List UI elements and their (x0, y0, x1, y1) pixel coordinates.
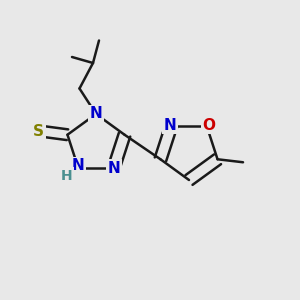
Text: N: N (164, 118, 176, 133)
Text: O: O (202, 118, 215, 133)
Text: H: H (61, 169, 73, 183)
Text: N: N (107, 161, 120, 176)
Text: N: N (90, 106, 102, 122)
Text: S: S (33, 124, 44, 139)
Text: N: N (72, 158, 85, 173)
